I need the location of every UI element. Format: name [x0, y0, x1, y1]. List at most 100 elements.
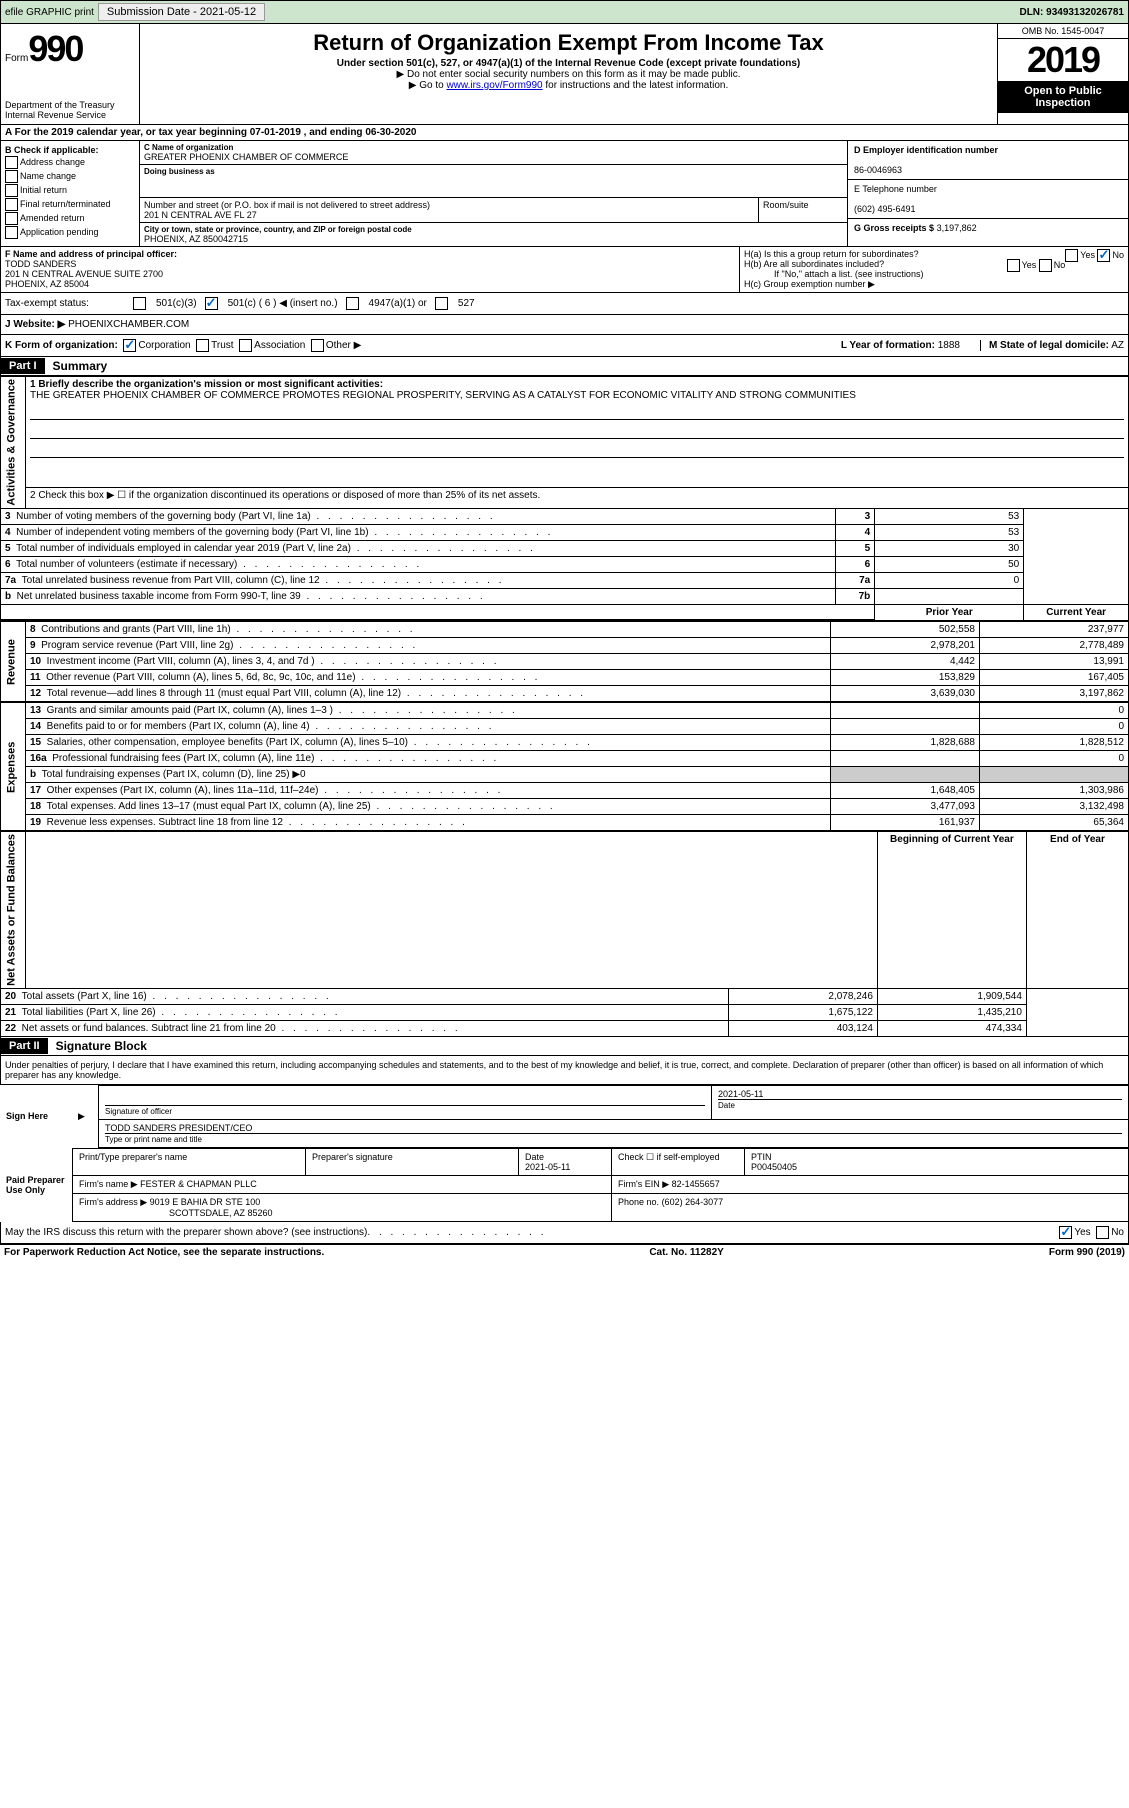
firm-addr-label: Firm's address ▶ — [79, 1197, 147, 1207]
hb-yes[interactable] — [1007, 259, 1020, 272]
ptin-label: PTIN — [751, 1152, 772, 1162]
revenue-table: Revenue8 Contributions and grants (Part … — [0, 621, 1129, 702]
firm-ein: 82-1455657 — [672, 1179, 720, 1189]
firm-addr1: 9019 E BAHIA DR STE 100 — [150, 1197, 261, 1207]
part1-title: Summary — [45, 357, 116, 375]
open-public: Open to Public Inspection — [998, 81, 1128, 113]
k-trust[interactable] — [196, 339, 209, 352]
section-bcdeg: B Check if applicable: Address change Na… — [0, 141, 1129, 247]
firm-addr2: SCOTTSDALE, AZ 85260 — [79, 1208, 273, 1218]
pt-date: 2021-05-11 — [525, 1162, 570, 1172]
expenses-table: Expenses13 Grants and similar amounts pa… — [0, 702, 1129, 831]
phone-value: (602) 495-6491 — [854, 204, 916, 214]
form-word: Form — [5, 53, 28, 64]
j-label: J Website: ▶ — [5, 319, 65, 330]
sign-here-label: Sign Here — [0, 1085, 72, 1147]
i-label: Tax-exempt status: — [5, 298, 125, 309]
omb-number: OMB No. 1545-0047 — [998, 24, 1128, 39]
pt-sig-label: Preparer's signature — [306, 1148, 519, 1175]
dba-label: Doing business as — [144, 167, 843, 176]
opt-initial-return[interactable]: Initial return — [5, 184, 135, 197]
officer-addr1: 201 N CENTRAL AVENUE SUITE 2700 — [5, 269, 163, 279]
side-activities: Activities & Governance — [1, 377, 26, 509]
officer-addr2: PHOENIX, AZ 85004 — [5, 279, 89, 289]
line1-label: 1 Briefly describe the organization's mi… — [30, 379, 383, 390]
section-j: J Website: ▶ PHOENIXCHAMBER.COM — [0, 315, 1129, 335]
l-value: 1888 — [938, 340, 960, 351]
year-range: A For the 2019 calendar year, or tax yea… — [5, 127, 416, 138]
subtitle-2: ▶ Do not enter social security numbers o… — [144, 69, 993, 80]
submission-button[interactable]: Submission Date - 2021-05-12 — [98, 3, 265, 21]
form-header: Form990 Department of the Treasury Inter… — [0, 24, 1129, 125]
i-527[interactable] — [435, 297, 448, 310]
footer-center: Cat. No. 11282Y — [649, 1247, 723, 1258]
discuss-yes[interactable] — [1059, 1226, 1072, 1239]
footer-right: Form 990 (2019) — [1049, 1247, 1125, 1258]
k-label: K Form of organization: — [5, 340, 118, 351]
i-4947[interactable] — [346, 297, 359, 310]
officer-name: TODD SANDERS — [5, 259, 76, 269]
hb-label: H(b) Are all subordinates included? — [744, 259, 884, 269]
opt-address-change[interactable]: Address change — [5, 156, 135, 169]
subtitle-1: Under section 501(c), 527, or 4947(a)(1)… — [144, 58, 993, 69]
netassets-table: Net Assets or Fund Balances Beginning of… — [0, 831, 1129, 1037]
city-state-zip: PHOENIX, AZ 850042715 — [144, 234, 843, 244]
opt-amended[interactable]: Amended return — [5, 212, 135, 225]
goto-prefix: ▶ Go to — [409, 80, 447, 91]
k-corp[interactable] — [123, 339, 136, 352]
g-label: G Gross receipts $ — [854, 223, 934, 233]
discuss-label: May the IRS discuss this return with the… — [5, 1227, 367, 1238]
section-klm: K Form of organization: Corporation Trus… — [0, 335, 1129, 357]
k-assoc[interactable] — [239, 339, 252, 352]
firm-name-label: Firm's name ▶ — [79, 1179, 138, 1189]
i-501c3[interactable] — [133, 297, 146, 310]
i-501c[interactable] — [205, 297, 218, 310]
sign-here-table: Sign Here ▶ Signature of officer 2021-05… — [0, 1085, 1129, 1148]
l-label: L Year of formation: — [841, 340, 935, 351]
print-name-label: Type or print name and title — [105, 1133, 1122, 1144]
firm-name: FESTER & CHAPMAN PLLC — [140, 1179, 257, 1189]
top-bar: efile GRAPHIC print Submission Date - 20… — [0, 0, 1129, 24]
opt-final-return[interactable]: Final return/terminated — [5, 198, 135, 211]
hdr-current: Current Year — [1024, 604, 1129, 620]
hc-label: H(c) Group exemption number ▶ — [744, 279, 1124, 290]
street-address: 201 N CENTRAL AVE FL 27 — [144, 210, 754, 220]
k-other[interactable] — [311, 339, 324, 352]
hdr-beginning: Beginning of Current Year — [877, 832, 1026, 989]
section-i: Tax-exempt status: 501(c)(3) 501(c) ( 6 … — [0, 293, 1129, 315]
dln-label: DLN: 93493132026781 — [1019, 7, 1124, 18]
website-value: PHOENIXCHAMBER.COM — [68, 319, 189, 330]
section-b: B Check if applicable: Address change Na… — [1, 141, 140, 246]
opt-name-change[interactable]: Name change — [5, 170, 135, 183]
footer-left: For Paperwork Reduction Act Notice, see … — [4, 1247, 324, 1258]
self-employed: Check ☐ if self-employed — [612, 1148, 745, 1175]
side-netassets: Net Assets or Fund Balances — [1, 832, 26, 989]
dept-treasury: Department of the Treasury — [5, 100, 135, 110]
sig-officer-label: Signature of officer — [105, 1105, 705, 1116]
signature-declaration: Under penalties of perjury, I declare th… — [0, 1056, 1129, 1085]
discuss-no[interactable] — [1096, 1226, 1109, 1239]
firm-phone: (602) 264-3077 — [662, 1197, 724, 1207]
ein-value: 86-0046963 — [854, 165, 902, 175]
mission-text: THE GREATER PHOENIX CHAMBER OF COMMERCE … — [30, 390, 856, 401]
gross-receipts: 3,197,862 — [937, 223, 977, 233]
e-label: E Telephone number — [854, 184, 937, 194]
tax-year: 2019 — [998, 39, 1128, 81]
pt-name-label: Print/Type preparer's name — [73, 1148, 306, 1175]
irs-link[interactable]: www.irs.gov/Form990 — [446, 80, 542, 91]
paid-preparer-label: Paid Preparer Use Only — [0, 1148, 73, 1221]
org-name: GREATER PHOENIX CHAMBER OF COMMERCE — [144, 152, 843, 162]
date-label: Date — [718, 1099, 1122, 1110]
ha-no[interactable] — [1097, 249, 1110, 262]
ha-yes[interactable] — [1065, 249, 1078, 262]
m-value: AZ — [1111, 340, 1124, 351]
hb-no[interactable] — [1039, 259, 1052, 272]
d-label: D Employer identification number — [854, 145, 998, 155]
opt-pending[interactable]: Application pending — [5, 226, 135, 239]
c-name-label: C Name of organization — [144, 143, 843, 152]
sig-date: 2021-05-11 — [718, 1089, 1122, 1099]
summary-table: Activities & Governance 1 Briefly descri… — [0, 376, 1129, 621]
discuss-row: May the IRS discuss this return with the… — [0, 1222, 1129, 1244]
hdr-prior: Prior Year — [875, 604, 1024, 620]
m-label: M State of legal domicile: — [989, 340, 1109, 351]
